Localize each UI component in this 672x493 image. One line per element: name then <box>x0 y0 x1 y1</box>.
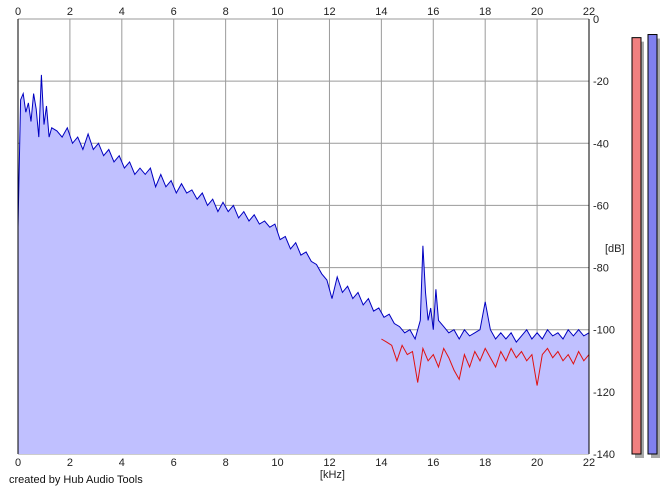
x-tick-label-top: 18 <box>479 6 491 18</box>
credit-text: created by Hub Audio Tools <box>9 474 143 486</box>
series-line-right <box>17 74 590 343</box>
series-line-left <box>381 338 590 386</box>
x-tick-label-top: 12 <box>323 6 335 18</box>
y-tick-label: -40 <box>593 138 609 150</box>
x-tick-label-bottom: 8 <box>223 457 229 469</box>
x-tick-label-bottom: 6 <box>171 457 177 469</box>
x-tick-label-bottom: 10 <box>271 457 283 469</box>
x-tick-label-top: 8 <box>223 6 229 18</box>
y-tick-label: 0 <box>593 14 599 26</box>
x-tick-label-bottom: 0 <box>15 457 21 469</box>
x-tick-label-bottom: 22 <box>583 457 595 469</box>
x-axis-title: [kHz] <box>320 469 345 481</box>
axes <box>17 19 590 454</box>
x-tick-label-top: 0 <box>15 6 21 18</box>
x-tick-label-top: 14 <box>375 6 387 18</box>
x-tick-label-top: 4 <box>119 6 125 18</box>
spectrum-lines <box>17 74 590 386</box>
tick-labels: 002244668810101212141416161818202022220-… <box>15 6 625 481</box>
y-axis-title: [dB] <box>605 243 625 255</box>
x-tick-label-bottom: 20 <box>531 457 543 469</box>
level-meters <box>631 34 660 459</box>
x-tick-label-bottom: 12 <box>323 457 335 469</box>
y-tick-label: -60 <box>593 200 609 212</box>
y-tick-label: -80 <box>593 263 609 275</box>
x-tick-label-top: 6 <box>171 6 177 18</box>
x-tick-label-bottom: 16 <box>427 457 439 469</box>
level-meter-left <box>631 37 642 455</box>
x-tick-label-top: 22 <box>583 6 595 18</box>
x-tick-label-bottom: 2 <box>67 457 73 469</box>
x-tick-label-top: 10 <box>271 6 283 18</box>
x-tick-label-top: 2 <box>67 6 73 18</box>
x-tick-label-bottom: 14 <box>375 457 387 469</box>
x-tick-label-bottom: 18 <box>479 457 491 469</box>
x-tick-label-bottom: 4 <box>119 457 125 469</box>
y-tick-label: -140 <box>593 449 615 461</box>
x-tick-label-top: 20 <box>531 6 543 18</box>
x-tick-label-top: 16 <box>427 6 439 18</box>
y-tick-label: -20 <box>593 76 609 88</box>
level-meter-right <box>647 34 658 455</box>
spectrum-fill-area <box>18 74 589 455</box>
y-tick-label: -100 <box>593 325 615 337</box>
y-tick-label: -120 <box>593 387 615 399</box>
spectrum-area-fill <box>18 74 589 455</box>
